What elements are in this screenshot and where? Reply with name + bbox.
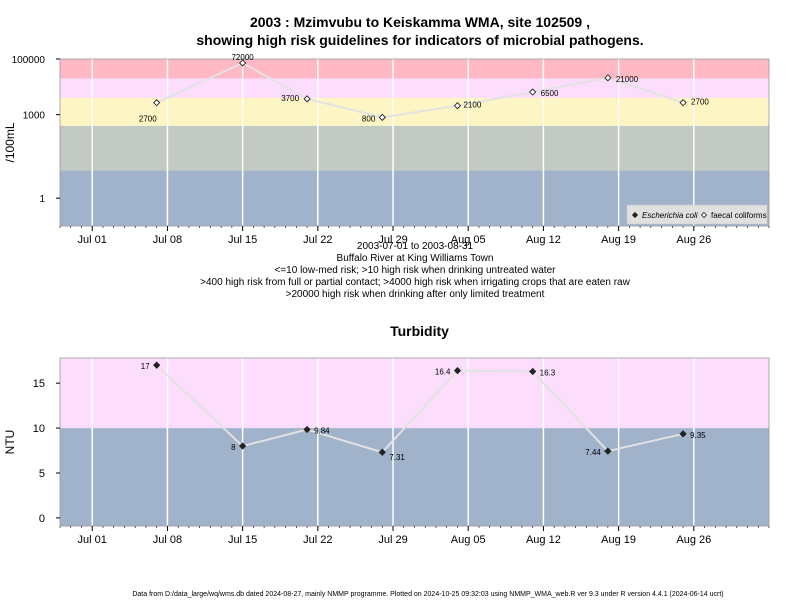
turbidity-data-label: 17: [141, 362, 150, 371]
turbidity-data-point: [604, 447, 612, 455]
microbial-data-point: [679, 99, 687, 107]
legend-marker-0: [631, 211, 639, 219]
legend-marker-1: [700, 211, 708, 219]
turbidity-data-label: 7.44: [585, 448, 601, 457]
microbial-data-label: 6500: [541, 89, 559, 98]
subtitle-line-2: Buffalo River at King Williams Town: [337, 253, 494, 264]
turbidity-data-point: [529, 367, 537, 376]
microbial-x-tick-label: Jul 15: [228, 234, 257, 246]
turbidity-panel: Jul 01 Jul 08 Jul 15 Jul 22 Jul 29 Aug 05 Aug …: [3, 323, 770, 546]
turbidity-y-tick-label: 0: [39, 513, 45, 525]
microbial-data-label: 2700: [691, 98, 709, 107]
turbidity-data-point: [453, 366, 462, 375]
legend-entry-1: faecal coliforms: [711, 211, 767, 220]
turbidity-risk-band-0: [60, 428, 769, 526]
turbidity-data-label: 16.4: [435, 368, 451, 377]
turbidity-data-label: 7.31: [389, 453, 405, 462]
microbial-risk-band-4: [60, 59, 769, 79]
microbial-x-tick-label: Aug 26: [676, 234, 711, 246]
turbidity-x-tick-label: Aug 12: [526, 534, 561, 546]
microbial-data-point: [378, 113, 386, 122]
turbidity-series-line: [155, 364, 684, 454]
turbidity-data-label: 9.84: [314, 427, 330, 436]
main-title-line-1: 2003 : Mzimvubu to Keiskamma WMA, site 1…: [250, 14, 590, 30]
subtitle-line-4: >400 high risk from full or partial cont…: [200, 277, 630, 288]
microbial-data-point: [604, 74, 612, 82]
main-title-line-2: showing high risk guidelines for indicat…: [196, 32, 643, 48]
turbidity-x-tick-label: Jul 22: [303, 534, 332, 546]
microbial-data-label: 3700: [281, 94, 299, 103]
turbidity-x-tick-label: Jul 29: [378, 534, 407, 546]
turbidity-data-point: [378, 448, 386, 456]
microbial-data-label: 21000: [616, 75, 639, 84]
microbial-x-tick-label: Aug 12: [526, 234, 561, 246]
microbial-data-label: 72000: [231, 53, 254, 62]
turbidity-y-axis-label: NTU: [3, 430, 17, 455]
microbial-data-point: [238, 59, 247, 67]
legend-entry-0: Escherichia coli: [642, 211, 698, 220]
turbidity-x-tick-label: Jul 01: [78, 534, 107, 546]
turbidity-x-tick-label: Aug 19: [601, 534, 636, 546]
subtitle-line-3: <=10 low-med risk; >10 high risk when dr…: [275, 265, 557, 276]
subtitle-line-1: 2003-07-01 to 2003-08-31: [357, 241, 474, 252]
turbidity-x-tick-label: Aug 26: [676, 534, 711, 546]
microbial-data-point: [153, 99, 161, 107]
turbidity-y-tick-label: 15: [33, 378, 45, 390]
turbidity-data-label: 16.3: [540, 368, 556, 377]
turbidity-data-label: 9.35: [690, 431, 706, 440]
microbial-data-point: [529, 88, 537, 96]
turbidity-data-label: 8: [231, 443, 236, 452]
microbial-y-tick-label: 1000: [23, 111, 46, 122]
legend-box: [626, 204, 768, 225]
turbidity-data-point: [238, 442, 247, 450]
microbial-y-axis-label: /100mL: [3, 122, 17, 162]
microbial-x-tick-label: Jul 01: [78, 234, 107, 246]
microbial-x-tick-label: Jul 08: [153, 234, 182, 246]
microbial-risk-band-1: [60, 125, 769, 171]
subtitle-line-5: >20000 high risk when drinking after onl…: [286, 289, 545, 300]
turbidity-x-tick-label: Jul 08: [153, 534, 182, 546]
microbial-data-label: 2100: [463, 101, 481, 110]
turbidity-chart-title: Turbidity: [390, 323, 449, 339]
footer-note: Data from D:/data_large/wq/wms.db dated …: [132, 591, 723, 598]
microbial-data-point: [453, 102, 462, 110]
turbidity-x-tick-label: Aug 05: [451, 534, 486, 546]
turbidity-data-point: [153, 361, 161, 369]
microbial-x-tick-label: Aug 19: [601, 234, 636, 246]
microbial-series-line: [156, 61, 684, 119]
microbial-y-tick-label: 1: [39, 194, 45, 205]
microbial-legend: Escherichia coli faecal coliforms: [626, 204, 768, 225]
turbidity-data-point: [679, 430, 687, 438]
microbial-risk-band-3: [60, 78, 769, 98]
turbidity-y-tick-label: 5: [39, 468, 45, 480]
microbial-data-point: [303, 95, 311, 103]
turbidity-x-tick-label: Jul 15: [228, 534, 257, 546]
microbial-data-label: 2700: [139, 115, 157, 124]
microbial-x-tick-label: Aug 05: [451, 234, 486, 246]
microbial-y-tick-label: 100000: [12, 55, 46, 66]
microbial-panel: Jul 01 Jul 08 Jul 15 Jul 22 Jul 29 Aug 05 Aug …: [3, 53, 770, 246]
microbial-x-tick-label: Jul 22: [303, 234, 332, 246]
turbidity-y-tick-label: 10: [33, 423, 45, 435]
turbidity-data-point: [303, 425, 311, 434]
microbial-data-label: 800: [362, 114, 376, 123]
microbial-x-tick-label: Jul 29: [378, 234, 407, 246]
